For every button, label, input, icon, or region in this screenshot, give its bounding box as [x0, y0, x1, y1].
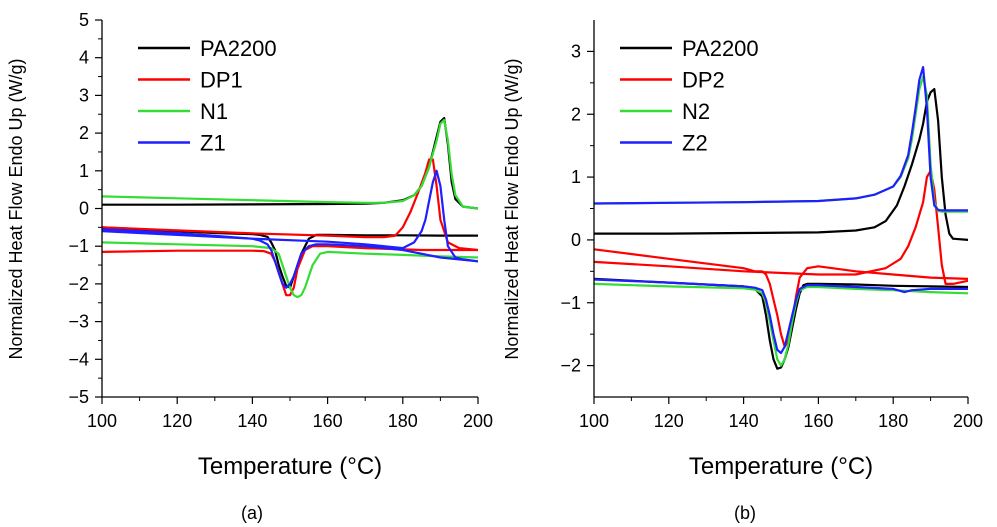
x-tick-label: 200 — [953, 411, 983, 431]
x-tick-label: 120 — [654, 411, 684, 431]
x-tick-label: 120 — [162, 411, 192, 431]
x-tick-label: 140 — [729, 411, 759, 431]
y-tick-label: 3 — [571, 41, 581, 61]
x-tick-label: 160 — [313, 411, 343, 431]
legend-label: Z2 — [682, 131, 708, 156]
legend-label: DP2 — [682, 68, 725, 93]
y-tick-label: −2 — [68, 274, 89, 294]
series-line-n1-0 — [102, 118, 478, 210]
y-tick-label: 3 — [79, 85, 89, 105]
series-line-n2-1 — [594, 282, 968, 367]
panel-label: (b) — [734, 503, 756, 523]
series-line-z1-0 — [102, 169, 478, 263]
y-tick-label: −1 — [68, 236, 89, 256]
x-axis-label: Temperature (°C) — [198, 453, 382, 480]
x-tick-label: 100 — [87, 411, 117, 431]
legend-label: PA2200 — [200, 36, 277, 61]
legend-label: N1 — [200, 99, 228, 124]
x-tick-label: 100 — [579, 411, 609, 431]
legend: PA2200 DP1 N1 Z1 — [138, 36, 277, 156]
series-line-n2-0 — [594, 75, 968, 213]
legend-label: N2 — [682, 99, 710, 124]
x-tick-label: 160 — [803, 411, 833, 431]
x-tick-label: 200 — [463, 411, 493, 431]
legend-label: PA2200 — [682, 36, 759, 61]
series-line-pa2200-1 — [102, 226, 478, 289]
x-tick-label: 180 — [878, 411, 908, 431]
y-tick-label: −3 — [68, 312, 89, 332]
y-axis-label: Normalized Heat Flow Endo Up (W/g) — [502, 58, 522, 359]
series-group — [102, 116, 478, 299]
series-line-pa2200-1 — [594, 277, 968, 370]
x-tick-label: 140 — [237, 411, 267, 431]
legend-label: Z1 — [200, 131, 226, 156]
series-line-dp1-0 — [102, 158, 478, 252]
y-tick-label: 1 — [571, 167, 581, 187]
y-tick-label: −1 — [560, 293, 581, 313]
legend: PA2200 DP2 N2 Z2 — [620, 36, 759, 156]
legend-label: DP1 — [200, 68, 243, 93]
series-line-dp2-1 — [594, 248, 968, 348]
chart-panel-a: 100 120 140 160 180 200 −5 −4 −3 −2 −1 0 1 2 3 4 5 Temper… — [6, 10, 493, 523]
y-tick-label: −4 — [68, 349, 89, 369]
y-tick-label: −5 — [68, 387, 89, 407]
series-line-pa2200-0 — [594, 87, 968, 241]
x-tick-label: 180 — [388, 411, 418, 431]
series-line-pa2200-0 — [102, 116, 478, 210]
y-tick-label: 4 — [79, 48, 89, 68]
y-tick-label: 2 — [79, 123, 89, 143]
y-tick-label: 2 — [571, 104, 581, 124]
panel-label: (a) — [241, 503, 263, 523]
y-tick-label: −2 — [560, 356, 581, 376]
y-tick-label: 0 — [571, 230, 581, 250]
series-line-n1-1 — [102, 241, 478, 299]
y-axis-label: Normalized Heat Flow Endo Up (W/g) — [6, 58, 26, 359]
y-tick-label: 0 — [79, 199, 89, 219]
series-group — [594, 65, 968, 370]
series-line-z2-1 — [594, 278, 968, 355]
series-line-z1-1 — [102, 228, 478, 289]
y-tick-label: 5 — [79, 10, 89, 30]
series-line-dp2-0 — [594, 169, 968, 285]
chart-panel-b: 100 120 140 160 180 200 −2 −1 0 1 2 3 Temperature (°… — [502, 20, 983, 523]
x-axis-label: Temperature (°C) — [689, 453, 873, 480]
y-tick-label: 1 — [79, 161, 89, 181]
series-line-dp1-1 — [102, 245, 478, 297]
series-line-z2-0 — [594, 65, 968, 212]
